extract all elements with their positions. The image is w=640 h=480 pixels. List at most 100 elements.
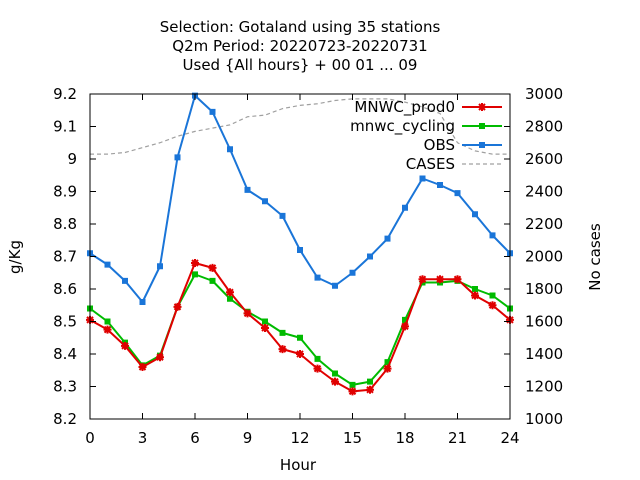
data-point [419, 175, 426, 182]
legend-label: MNWC_prod0 [354, 98, 455, 117]
series-cases [90, 98, 510, 155]
legend-item: CASES [406, 155, 502, 173]
y2-tick-label: 2600 [525, 150, 563, 168]
x-tick-label: 18 [395, 429, 414, 447]
y2-tick-label: 2800 [525, 118, 563, 136]
legend-item: MNWC_prod0 [354, 98, 502, 117]
y2-tick-label: 1000 [525, 410, 563, 428]
data-point [348, 387, 357, 396]
series-layer [86, 92, 514, 396]
title-line-1: Selection: Gotaland using 35 stations [160, 18, 441, 36]
data-point [366, 385, 374, 394]
data-point [262, 198, 268, 205]
series-mnwc-prod0 [86, 259, 514, 396]
data-point [138, 363, 147, 371]
data-point [244, 186, 251, 193]
data-point [349, 269, 356, 276]
data-point [139, 299, 146, 305]
data-point [367, 378, 373, 385]
y2-tick-label: 2000 [525, 248, 563, 266]
data-point [156, 353, 164, 362]
y-tick-label: 9.2 [53, 85, 77, 103]
y-axis-title: g/Kg [6, 240, 24, 274]
data-point [472, 211, 478, 218]
data-point [192, 271, 198, 278]
data-point [367, 253, 373, 260]
y-tick-label: 8.2 [53, 410, 77, 428]
series-line [90, 98, 510, 155]
data-point [471, 291, 479, 300]
chart-title: Selection: Gotaland using 35 stations Q2… [160, 18, 441, 74]
legend-item: mnwc_cycling [350, 117, 502, 136]
y-tick-label: 8.7 [53, 248, 77, 266]
legend-label: CASES [406, 155, 455, 173]
data-point [262, 318, 268, 325]
data-point [278, 345, 287, 354]
data-point [418, 275, 427, 284]
x-tick-label: 21 [448, 429, 467, 447]
x-axis-title: Hour [280, 456, 317, 474]
data-point [489, 232, 496, 239]
data-point [488, 301, 497, 310]
data-point [402, 204, 408, 211]
data-point [313, 364, 322, 373]
data-point [384, 359, 391, 366]
legend-label: OBS [424, 136, 455, 154]
data-point [157, 263, 163, 270]
series-mnwc-cycling [87, 271, 513, 388]
data-point [297, 334, 303, 341]
x-tick-label: 3 [138, 429, 148, 447]
data-point [314, 355, 321, 362]
data-point [103, 325, 112, 334]
y2-tick-label: 1400 [525, 345, 563, 363]
data-point [261, 324, 269, 332]
data-point [122, 277, 128, 284]
data-point [314, 274, 321, 281]
title-line-2: Q2m Period: 20220723-20220731 [172, 37, 427, 55]
data-point [384, 235, 391, 242]
y2-tick-label: 1800 [525, 280, 563, 298]
x-tick-label: 6 [190, 429, 200, 447]
x-tick-label: 24 [500, 429, 519, 447]
data-point [453, 275, 462, 284]
y2-tick-label: 2400 [525, 183, 563, 201]
data-point [121, 341, 129, 350]
x-tick-label: 12 [290, 429, 309, 447]
tick-layer [89, 93, 511, 420]
data-point [331, 377, 339, 386]
data-point [104, 318, 111, 325]
x-tick-label: 9 [243, 429, 253, 447]
data-point [209, 277, 216, 284]
y-tick-label: 8.6 [53, 280, 77, 298]
title-line-3: Used {All hours} + 00 01 ... 09 [183, 56, 418, 74]
y-tick-label: 8.3 [53, 378, 77, 396]
series-line [89, 273, 511, 386]
data-point [402, 316, 408, 323]
data-point [489, 292, 496, 299]
data-point [332, 282, 338, 289]
data-point [174, 154, 181, 161]
data-point [173, 302, 182, 311]
data-point [227, 146, 233, 153]
data-point [472, 286, 478, 292]
legend-item: OBS [424, 136, 502, 154]
data-point [436, 275, 444, 284]
data-point [437, 182, 443, 188]
y-tick-label: 9.1 [53, 118, 77, 136]
data-point [332, 370, 338, 377]
y2-tick-label: 1600 [525, 313, 563, 331]
y-tick-label: 8.4 [53, 345, 77, 363]
y2-tick-label: 1200 [525, 378, 563, 396]
y2-tick-label: 2200 [525, 215, 563, 233]
legend-sample-marker [479, 142, 485, 148]
y2-tick-label: 3000 [525, 85, 563, 103]
y2-axis-title: No cases [586, 223, 604, 291]
y-tick-label: 8.8 [53, 215, 77, 233]
data-point [296, 350, 304, 358]
data-point [209, 108, 216, 115]
tick-label-layer: 0 3 6 9 12 15 18 21 24 8.2 8.3 8.4 8.5 8.6 8.7 8.8 8.9 9 9… [53, 85, 563, 447]
legend-sample-marker [479, 123, 485, 129]
x-tick-label: 0 [85, 429, 95, 447]
